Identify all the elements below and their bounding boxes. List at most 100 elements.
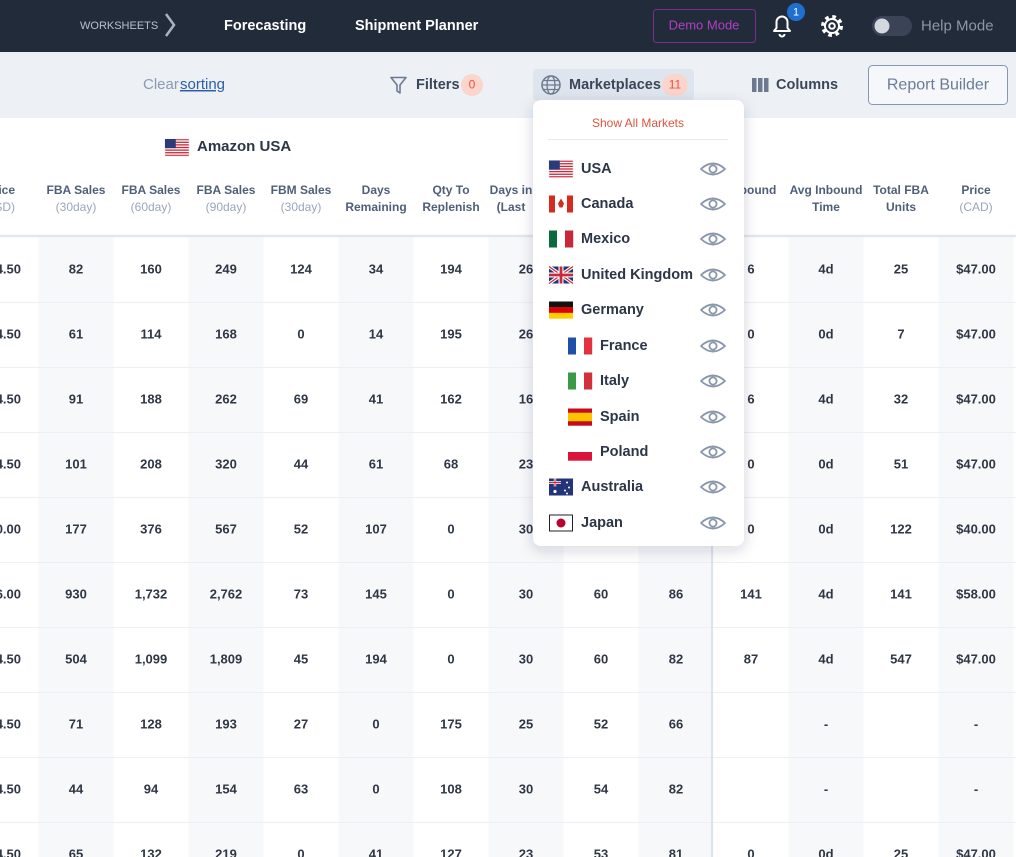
flag-stripe <box>165 154 189 156</box>
eye-icon[interactable] <box>700 339 726 353</box>
table-cell: 52 <box>294 521 308 536</box>
report-builder-button[interactable] <box>868 65 1008 105</box>
columns-button[interactable]: Columns <box>776 77 838 93</box>
eye-icon[interactable] <box>700 303 726 317</box>
clear-sorting-link[interactable]: sorting <box>180 76 225 93</box>
flag-stripe <box>549 176 573 178</box>
market-name[interactable]: Italy <box>600 373 629 389</box>
flag-stripe <box>549 170 573 173</box>
flag-stripe <box>549 173 573 175</box>
table-cell: 4.50 <box>0 391 21 406</box>
eye-icon[interactable] <box>700 197 726 211</box>
filters-button[interactable]: Filters <box>416 77 460 93</box>
market-name[interactable]: USA <box>581 161 612 177</box>
market-name[interactable]: Poland <box>600 444 648 460</box>
flag-stripe <box>165 139 189 141</box>
flag-stripe <box>165 144 189 146</box>
market-name[interactable]: Mexico <box>581 231 630 247</box>
table-cell: 132 <box>140 846 162 857</box>
flag-star <box>568 486 570 489</box>
eye-icon[interactable] <box>700 268 726 282</box>
table-cell: 124 <box>290 261 312 276</box>
breadcrumb[interactable]: WORKSHEETS <box>80 20 158 32</box>
nav-tab[interactable]: Forecasting <box>224 18 306 34</box>
market-item[interactable]: Poland <box>568 443 726 461</box>
flag-band <box>565 230 574 248</box>
flag-band <box>549 307 573 314</box>
market-item[interactable]: Australia <box>549 478 726 496</box>
table-cell: $47.00 <box>956 456 996 471</box>
market-item[interactable]: Spain <box>568 408 726 426</box>
table-cell: 82 <box>69 261 83 276</box>
demo-button[interactable] <box>653 9 756 43</box>
market-item[interactable]: Mexico <box>549 230 726 248</box>
dropdown-panel <box>533 100 744 546</box>
help-toggle-label[interactable]: Help Mode <box>921 17 994 34</box>
table-cell: - <box>974 781 978 796</box>
column-header: Avg Inbound <box>790 183 863 197</box>
flag-star <box>566 481 568 484</box>
report-builder-label[interactable]: Report Builder <box>887 77 990 94</box>
market-name[interactable]: Australia <box>581 479 644 495</box>
market-name[interactable]: Spain <box>600 409 639 425</box>
eye-icon[interactable] <box>700 445 726 459</box>
flag-band <box>568 421 592 426</box>
table-cell: $40.00 <box>956 521 996 536</box>
table-cell: 0 <box>747 326 754 341</box>
flag-canton <box>549 160 560 170</box>
table-cell: $58.00 <box>956 586 996 601</box>
bell-icon[interactable] <box>773 15 791 32</box>
flag-cross <box>549 478 561 487</box>
table-cell: 69 <box>294 391 308 406</box>
table-cell: 0 <box>447 651 454 666</box>
market-name[interactable]: France <box>600 338 648 354</box>
table-cell: 6.00 <box>0 586 21 601</box>
flag-stripe <box>549 160 573 162</box>
eye-icon[interactable] <box>700 162 726 176</box>
table-cell: 320 <box>215 456 237 471</box>
show-all-markets[interactable]: Show All Markets <box>592 116 684 130</box>
filter-icon[interactable] <box>390 76 407 94</box>
table-cell: 54 <box>594 781 609 796</box>
demo-button-label[interactable]: Demo Mode <box>669 17 740 32</box>
table-cell: 547 <box>890 651 912 666</box>
market-name[interactable]: Japan <box>581 515 623 531</box>
market-item[interactable]: United Kingdom <box>547 265 726 285</box>
table-cell: 145 <box>365 586 387 601</box>
table-cell: 73 <box>294 586 308 601</box>
eye-icon[interactable] <box>700 516 726 530</box>
table-cell: - <box>974 716 978 731</box>
flag-band <box>576 372 585 390</box>
eye-icon[interactable] <box>700 374 726 388</box>
eye-icon[interactable] <box>700 232 726 246</box>
market-item[interactable]: Italy <box>568 372 726 390</box>
market-flag <box>549 195 573 213</box>
eye-pupil <box>708 234 718 244</box>
market-item[interactable]: France <box>568 337 726 355</box>
eye-icon[interactable] <box>700 410 726 424</box>
flag-band <box>568 408 592 413</box>
column-header: FBA Sales <box>197 183 256 197</box>
table-cell: 63 <box>294 781 308 796</box>
market-item[interactable]: Japan <box>549 514 726 532</box>
market-item[interactable]: USA <box>548 160 726 178</box>
table-cell: $47.00 <box>956 391 996 406</box>
market-name[interactable]: United Kingdom <box>581 267 693 283</box>
table-cell: 4.50 <box>0 261 21 276</box>
marketplaces-button[interactable] <box>533 69 694 101</box>
gear-icon[interactable] <box>824 18 840 34</box>
table-cell: 194 <box>440 261 462 276</box>
table-cell: 193 <box>215 716 237 731</box>
flag-band <box>557 230 566 248</box>
market-item[interactable]: Germany <box>549 301 726 319</box>
market-item[interactable]: Canada <box>549 195 726 213</box>
market-name[interactable]: Canada <box>581 196 634 212</box>
marketplaces-label[interactable]: Marketplaces <box>569 77 661 93</box>
nav-tab[interactable]: Shipment Planner <box>355 18 479 34</box>
gear-teeth[interactable] <box>821 15 843 37</box>
market-name[interactable]: Germany <box>581 302 644 318</box>
table-cell: 0 <box>297 326 304 341</box>
eye-icon[interactable] <box>700 480 726 494</box>
table-cell: 194 <box>365 651 387 666</box>
